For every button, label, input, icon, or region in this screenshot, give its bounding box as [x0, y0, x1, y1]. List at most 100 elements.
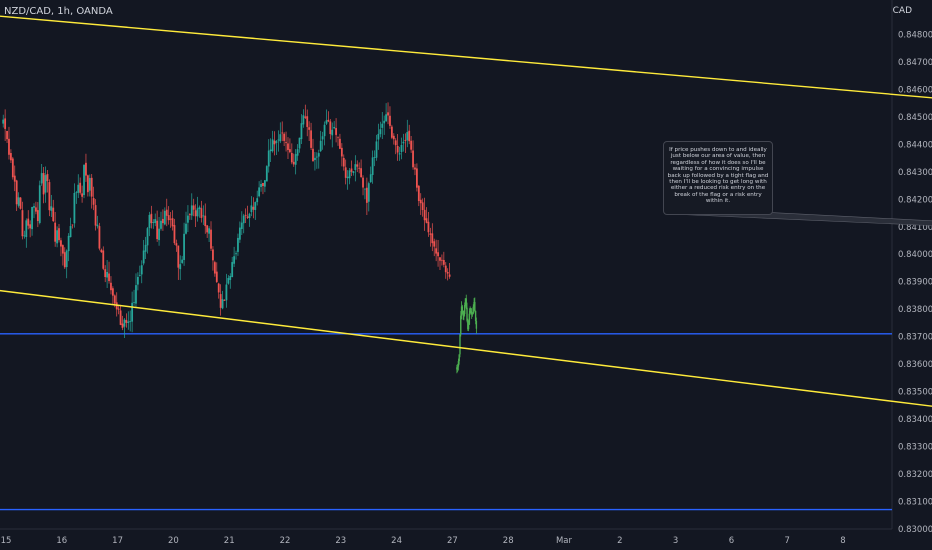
candle-body [171, 218, 174, 227]
candle-body [88, 178, 91, 191]
price-tick-label: 0.84800 [898, 31, 932, 41]
projected-candle [462, 310, 464, 316]
candle-body [364, 188, 366, 190]
candle-body [337, 136, 339, 138]
candle-body [342, 157, 345, 167]
candle-body [196, 208, 199, 217]
candle-body [323, 124, 326, 137]
candle-body [225, 284, 228, 301]
candle-body [329, 121, 332, 135]
candle-body [389, 115, 391, 126]
candle-body [206, 225, 209, 233]
price-tick-label: 0.83100 [898, 497, 932, 507]
candle-body [135, 285, 137, 304]
candle-body [227, 277, 230, 284]
candle-body [421, 202, 424, 211]
projected-candle [467, 324, 470, 330]
candle-body [73, 192, 76, 224]
candle-body [52, 207, 55, 222]
candle-body [104, 269, 107, 278]
time-tick-label: 8 [840, 536, 845, 546]
candle-body [133, 301, 135, 303]
price-tick-label: 0.84300 [898, 168, 932, 178]
candle-series [2, 102, 451, 338]
candle-body [298, 137, 301, 149]
candle-body [200, 208, 203, 218]
time-tick-label: 21 [224, 536, 235, 546]
candle-body [425, 218, 428, 223]
price-tick-label: 0.84000 [898, 250, 932, 260]
candle-body [252, 206, 255, 210]
candle-body [17, 197, 20, 206]
trendline[interactable] [0, 10, 932, 142]
candle-body [244, 214, 247, 216]
candle-body [113, 295, 116, 304]
price-tick-label: 0.84500 [898, 113, 932, 123]
projected-candle [460, 306, 463, 316]
candle-body [125, 320, 128, 323]
candle-body [344, 167, 347, 178]
candle-body [387, 112, 389, 116]
candle-body [13, 175, 16, 182]
candle-body [160, 220, 162, 229]
candle-body [165, 209, 168, 216]
candle-body [267, 150, 270, 167]
price-tick-label: 0.84400 [898, 140, 932, 150]
candle-body [300, 123, 303, 140]
candle-body [192, 205, 195, 210]
candle-body [248, 213, 251, 219]
candle-body [277, 139, 280, 141]
price-tick-label: 0.84600 [898, 85, 932, 95]
price-tick-label: 0.83400 [898, 415, 932, 425]
trendline[interactable] [0, 282, 932, 471]
candle-body [335, 128, 337, 135]
candle-body [8, 138, 10, 155]
candle-body [65, 250, 68, 268]
candle-body [183, 233, 185, 260]
candle-body [250, 205, 253, 213]
projected-candle [459, 334, 461, 355]
candle-body [402, 141, 405, 144]
candle-body [71, 224, 74, 226]
candle-body [204, 215, 207, 227]
candle-body [19, 197, 22, 209]
candle-body [175, 243, 178, 246]
candle-body [221, 299, 224, 309]
candle-body [423, 209, 426, 221]
candle-body [108, 273, 110, 282]
candle-body [63, 252, 66, 268]
symbol-label[interactable]: NZD/CAD, 1h, OANDA [4, 6, 113, 17]
candle-body [148, 214, 151, 229]
candle-body [242, 215, 245, 224]
candle-body [79, 182, 82, 193]
candle-body [21, 210, 24, 237]
candle-body [31, 206, 33, 230]
candle-body [102, 250, 105, 269]
candle-body [119, 310, 122, 325]
candle-body [446, 271, 449, 274]
projected-candle [456, 366, 459, 368]
candle-body [290, 152, 293, 163]
candle-body [383, 120, 386, 124]
candle-body [4, 118, 7, 129]
candle-body [110, 282, 112, 291]
candle-body [27, 218, 30, 226]
time-tick-label: Mar [556, 536, 573, 546]
candle-body [2, 119, 5, 124]
candle-body [429, 233, 432, 235]
candle-body [358, 167, 361, 169]
candle-body [23, 235, 26, 237]
candle-body [258, 187, 261, 197]
candle-body [33, 206, 35, 208]
candle-body [360, 168, 362, 178]
candle-body [321, 136, 324, 140]
annotation-callout[interactable]: If price pushes down to and ideally just… [663, 141, 773, 215]
projected-price-path [456, 294, 478, 374]
projected-candle [464, 298, 467, 306]
candle-body [233, 256, 236, 264]
candle-body [373, 157, 376, 158]
candle-body [15, 180, 18, 205]
candle-body [202, 215, 205, 217]
candle-body [442, 260, 445, 265]
